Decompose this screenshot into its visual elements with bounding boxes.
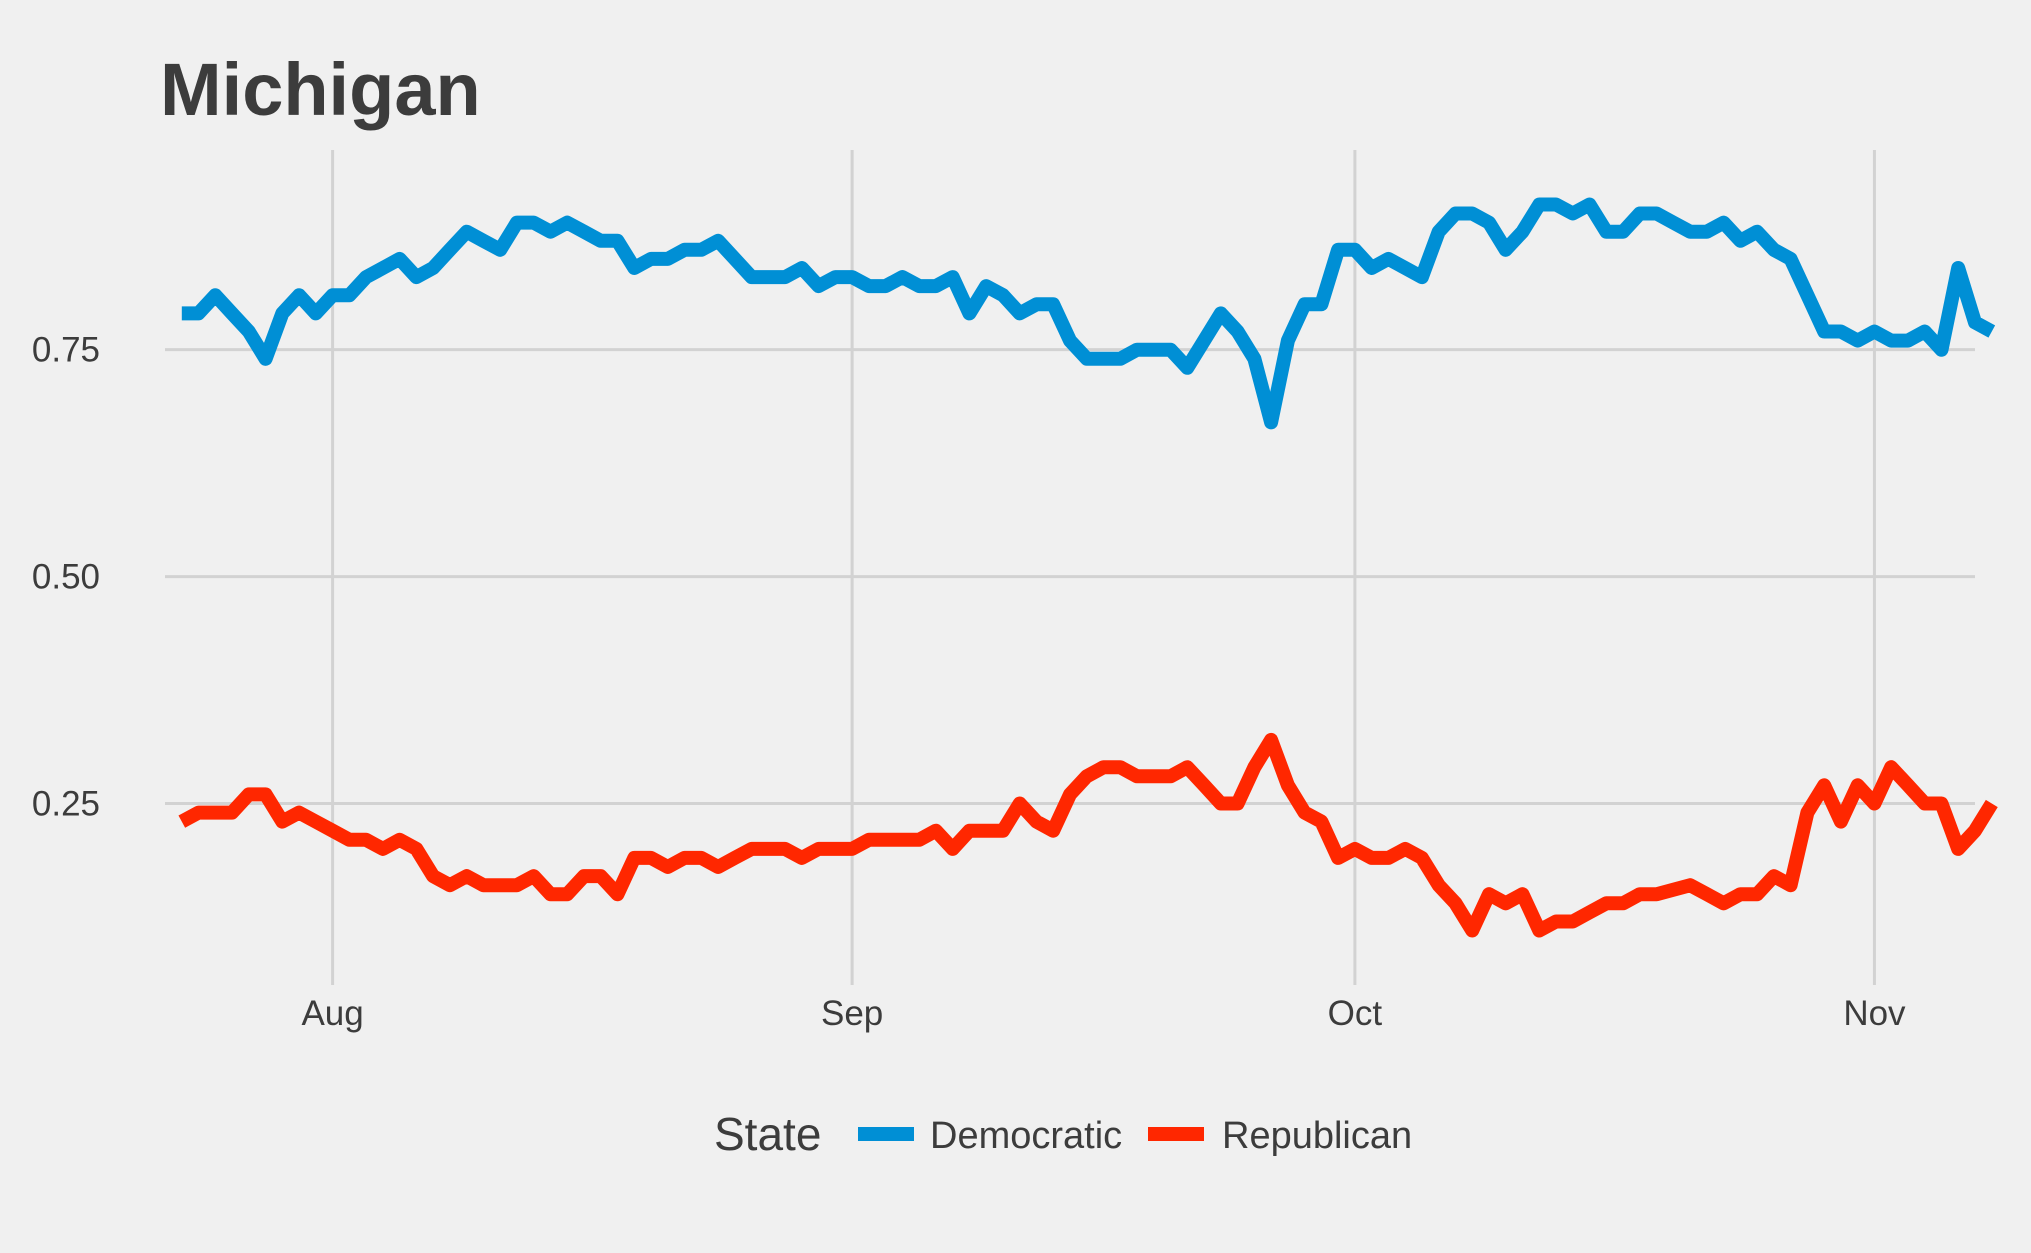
x-axis-tick-labels: Aug Sep Oct Nov: [301, 994, 1906, 1033]
x-tick-label: Aug: [301, 994, 363, 1033]
x-tick-label: Sep: [821, 994, 883, 1033]
legend-title: State: [714, 1108, 821, 1160]
y-axis-tick-labels: 0.25 0.50 0.75: [32, 331, 100, 824]
legend-label-republican: Republican: [1222, 1115, 1412, 1157]
y-tick-label: 0.50: [32, 558, 100, 597]
x-tick-label: Oct: [1328, 994, 1383, 1033]
y-tick-label: 0.75: [32, 331, 100, 370]
chart-title: Michigan: [160, 48, 481, 131]
y-tick-label: 0.25: [32, 784, 100, 823]
series-line-republican: [178, 732, 1998, 938]
series-line-democratic: [181, 197, 1996, 430]
legend: State Democratic Republican: [714, 1108, 1412, 1160]
legend-label-democratic: Democratic: [930, 1115, 1122, 1157]
x-tick-label: Nov: [1843, 994, 1906, 1033]
series-lines: [178, 197, 1998, 938]
